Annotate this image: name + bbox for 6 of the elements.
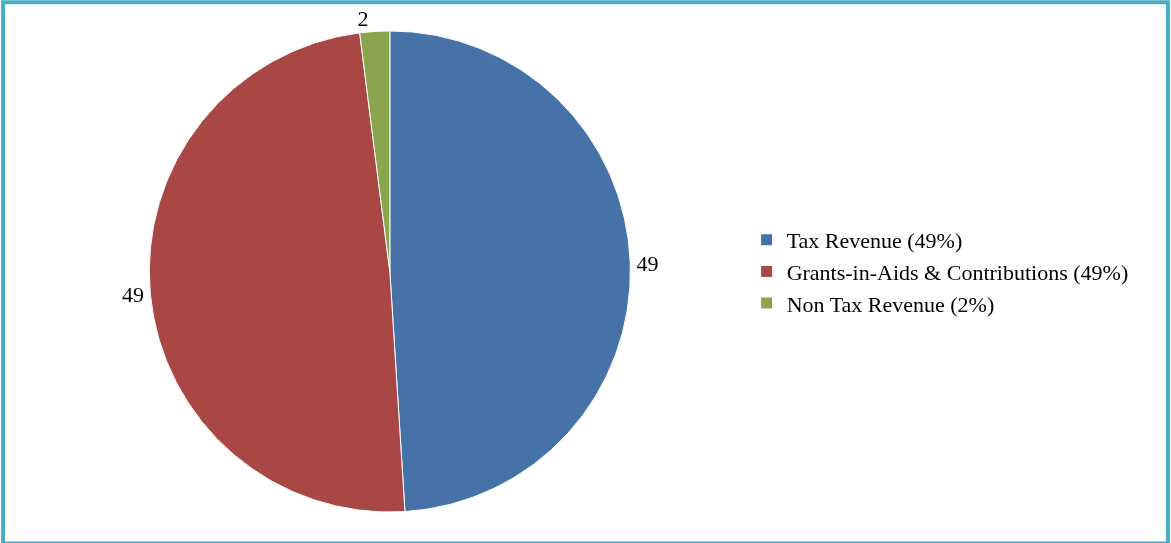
- legend-label: Grants-in-Aids & Contributions (49%): [786, 259, 1129, 285]
- data-label: 49: [122, 281, 145, 307]
- legend-label: Non Tax Revenue (2%): [786, 291, 995, 317]
- data-label: 2: [357, 6, 369, 32]
- data-label: 49: [636, 251, 659, 277]
- legend-label: Tax Revenue (49%): [786, 228, 963, 254]
